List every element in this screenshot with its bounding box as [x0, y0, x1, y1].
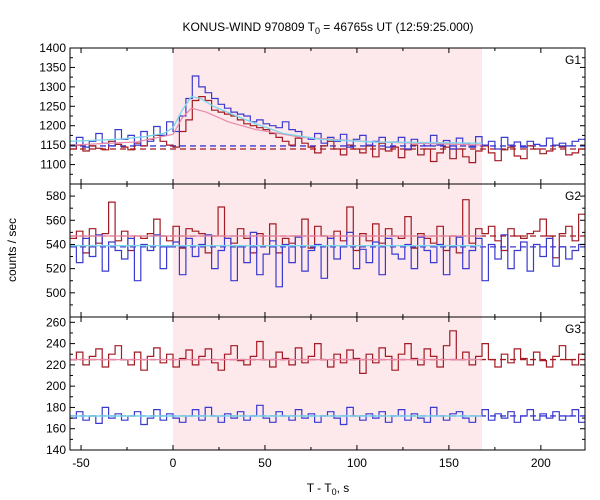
- x-axis-label-subscript: 0: [332, 487, 337, 497]
- panel-g3: 140 160 180 200 220 240 260 G3: [46, 315, 586, 457]
- y-tick-label: 540: [46, 237, 66, 251]
- y-tick-label: 1150: [40, 138, 66, 152]
- panel-series: [70, 199, 585, 288]
- x-axis-label: T - T0, s: [307, 481, 350, 497]
- x-tick-label: 150: [439, 456, 459, 470]
- chart-title-subscript: 0: [315, 26, 320, 36]
- panel-g2: 500 520 540 560 580 G2: [46, 183, 586, 318]
- y-tick-label: 1350: [39, 60, 66, 74]
- y-tick-label: 200: [46, 379, 66, 393]
- highlight-interval: [173, 48, 482, 184]
- panel-label-g1: G1: [565, 53, 581, 67]
- y-tick-label: 160: [46, 422, 66, 436]
- series-blue-counts: [70, 231, 585, 288]
- y-tick-label: 240: [46, 337, 66, 351]
- y-tick-label: 560: [46, 213, 66, 227]
- panel-series: [70, 75, 585, 164]
- series-blue-counts: [70, 404, 585, 426]
- chart-title: KONUS-WIND 970809 T0 = 46765s UT (12:59:…: [182, 20, 473, 36]
- y-tick-label: 140: [46, 443, 66, 457]
- y-tick-label: 260: [46, 315, 66, 329]
- panel-label-g3: G3: [565, 322, 581, 336]
- y-tick-label: 1200: [39, 119, 66, 133]
- panel-g1: 1100 1150 1200 1250 1300 1350 1400 G1: [39, 41, 586, 185]
- y-tick-label: 220: [46, 358, 66, 372]
- y-tick-label: 500: [46, 286, 66, 300]
- x-tick-label: 50: [258, 456, 272, 470]
- x-tick-label: 100: [347, 456, 367, 470]
- y-tick-label: 1400: [39, 41, 66, 55]
- y-tick-label: 520: [46, 262, 66, 276]
- y-tick-label: 1100: [40, 158, 66, 172]
- series-red-counts: [70, 330, 585, 374]
- y-tick-label: 1300: [39, 80, 66, 94]
- model-curve-cyan: [70, 95, 483, 144]
- panel-frame: [69, 316, 586, 451]
- panel-label-g2: G2: [565, 189, 581, 203]
- y-tick-label: 580: [46, 189, 66, 203]
- y-axis-label: counts / sec: [5, 218, 19, 282]
- x-tick-label: 200: [531, 456, 551, 470]
- highlight-interval: [173, 317, 482, 450]
- x-tick-label: -50: [72, 456, 90, 470]
- x-tick-label: 0: [170, 456, 177, 470]
- series-red-counts: [70, 199, 585, 259]
- plot-area: 1100115012001250130013501400G15005205405…: [39, 41, 586, 470]
- y-tick-label: 180: [46, 400, 66, 414]
- panel-series: [70, 330, 585, 426]
- y-tick-label: 1250: [39, 99, 66, 113]
